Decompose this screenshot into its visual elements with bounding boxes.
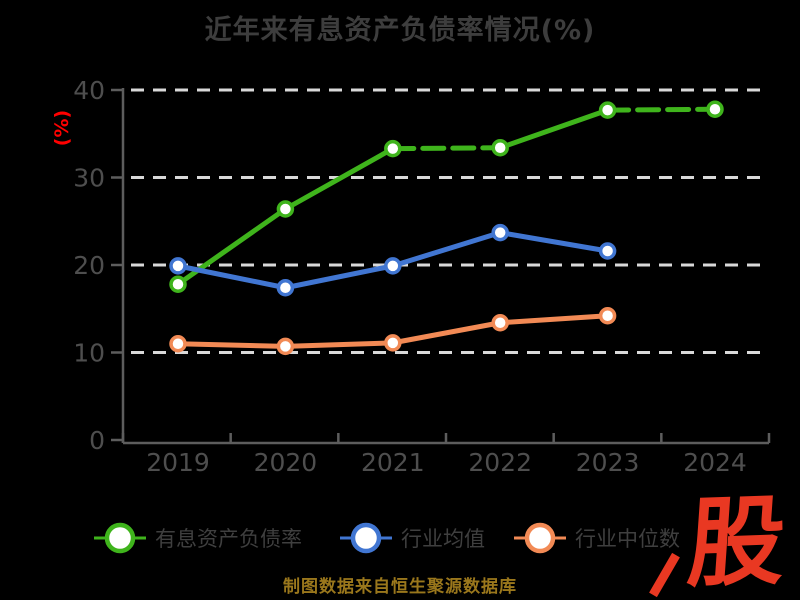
y-tick-label: 10: [73, 339, 105, 368]
chart-title: 近年来有息资产负债率情况(%): [204, 15, 596, 46]
series-line-segment: [390, 145, 503, 152]
x-tick-label: 2022: [468, 448, 532, 477]
legend-marker-icon: [514, 522, 566, 554]
data-point-marker: [598, 307, 617, 325]
data-point-marker: [276, 279, 295, 297]
y-tick-label: 0: [89, 426, 105, 455]
data-point-marker: [491, 223, 509, 242]
x-tick-label: 2021: [361, 448, 425, 477]
data-point-marker: [276, 200, 295, 218]
data-point-marker: [276, 337, 295, 356]
series-line-segment: [175, 263, 288, 291]
data-point-marker: [384, 257, 402, 275]
data-point-marker: [169, 275, 187, 293]
series-line-segment: [497, 107, 611, 151]
x-tick-label: 2024: [683, 448, 747, 477]
data-point-marker: [169, 257, 187, 275]
series-line-segment: [605, 106, 718, 113]
series-line-segment: [282, 263, 396, 291]
y-tick-label: 20: [73, 251, 105, 280]
legend-item-main-series: 有息资产负债率: [92, 515, 302, 561]
data-point-marker: [491, 314, 509, 332]
data-point-marker: [598, 242, 617, 260]
series-line-segment: [282, 146, 396, 212]
data-point-marker: [598, 101, 617, 119]
series-line-segment: [175, 206, 288, 287]
data-point-marker: [384, 334, 402, 352]
legend-label: 行业均值: [401, 527, 485, 551]
legend-item-industry-mean: 行业均值: [338, 515, 485, 561]
series-line-segment: [282, 340, 396, 349]
legend-label: 有息资产负债率: [155, 527, 302, 551]
series-line-segment: [497, 230, 611, 254]
data-point-marker: [169, 335, 187, 353]
legend: 有息资产负债率 行业均值 行业中位数: [0, 515, 800, 563]
legend-label: 行业中位数: [575, 527, 680, 551]
x-tick-label: 2023: [576, 448, 640, 477]
legend-item-industry-median: 行业中位数: [512, 515, 680, 561]
x-tick-label: 2019: [146, 448, 210, 477]
series-line-segment: [390, 320, 503, 346]
x-tick-label: 2020: [254, 448, 318, 477]
legend-marker-icon: [340, 522, 392, 554]
y-tick-label: 30: [73, 164, 105, 193]
watermark-logo: 股: [684, 484, 789, 600]
series-line-segment: [175, 341, 288, 349]
legend-marker-icon: [94, 522, 146, 554]
source-note: 制图数据来自恒生聚源数据库: [283, 577, 517, 597]
data-point-marker: [706, 100, 724, 118]
series-line-segment: [390, 230, 503, 269]
series-line-segment: [497, 313, 611, 326]
y-tick-label: 40: [73, 76, 105, 105]
data-point-marker: [384, 139, 402, 158]
data-point-marker: [491, 139, 509, 157]
